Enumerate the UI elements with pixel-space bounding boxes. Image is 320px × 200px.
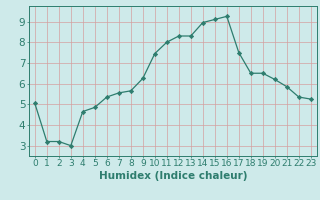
X-axis label: Humidex (Indice chaleur): Humidex (Indice chaleur) (99, 171, 247, 181)
